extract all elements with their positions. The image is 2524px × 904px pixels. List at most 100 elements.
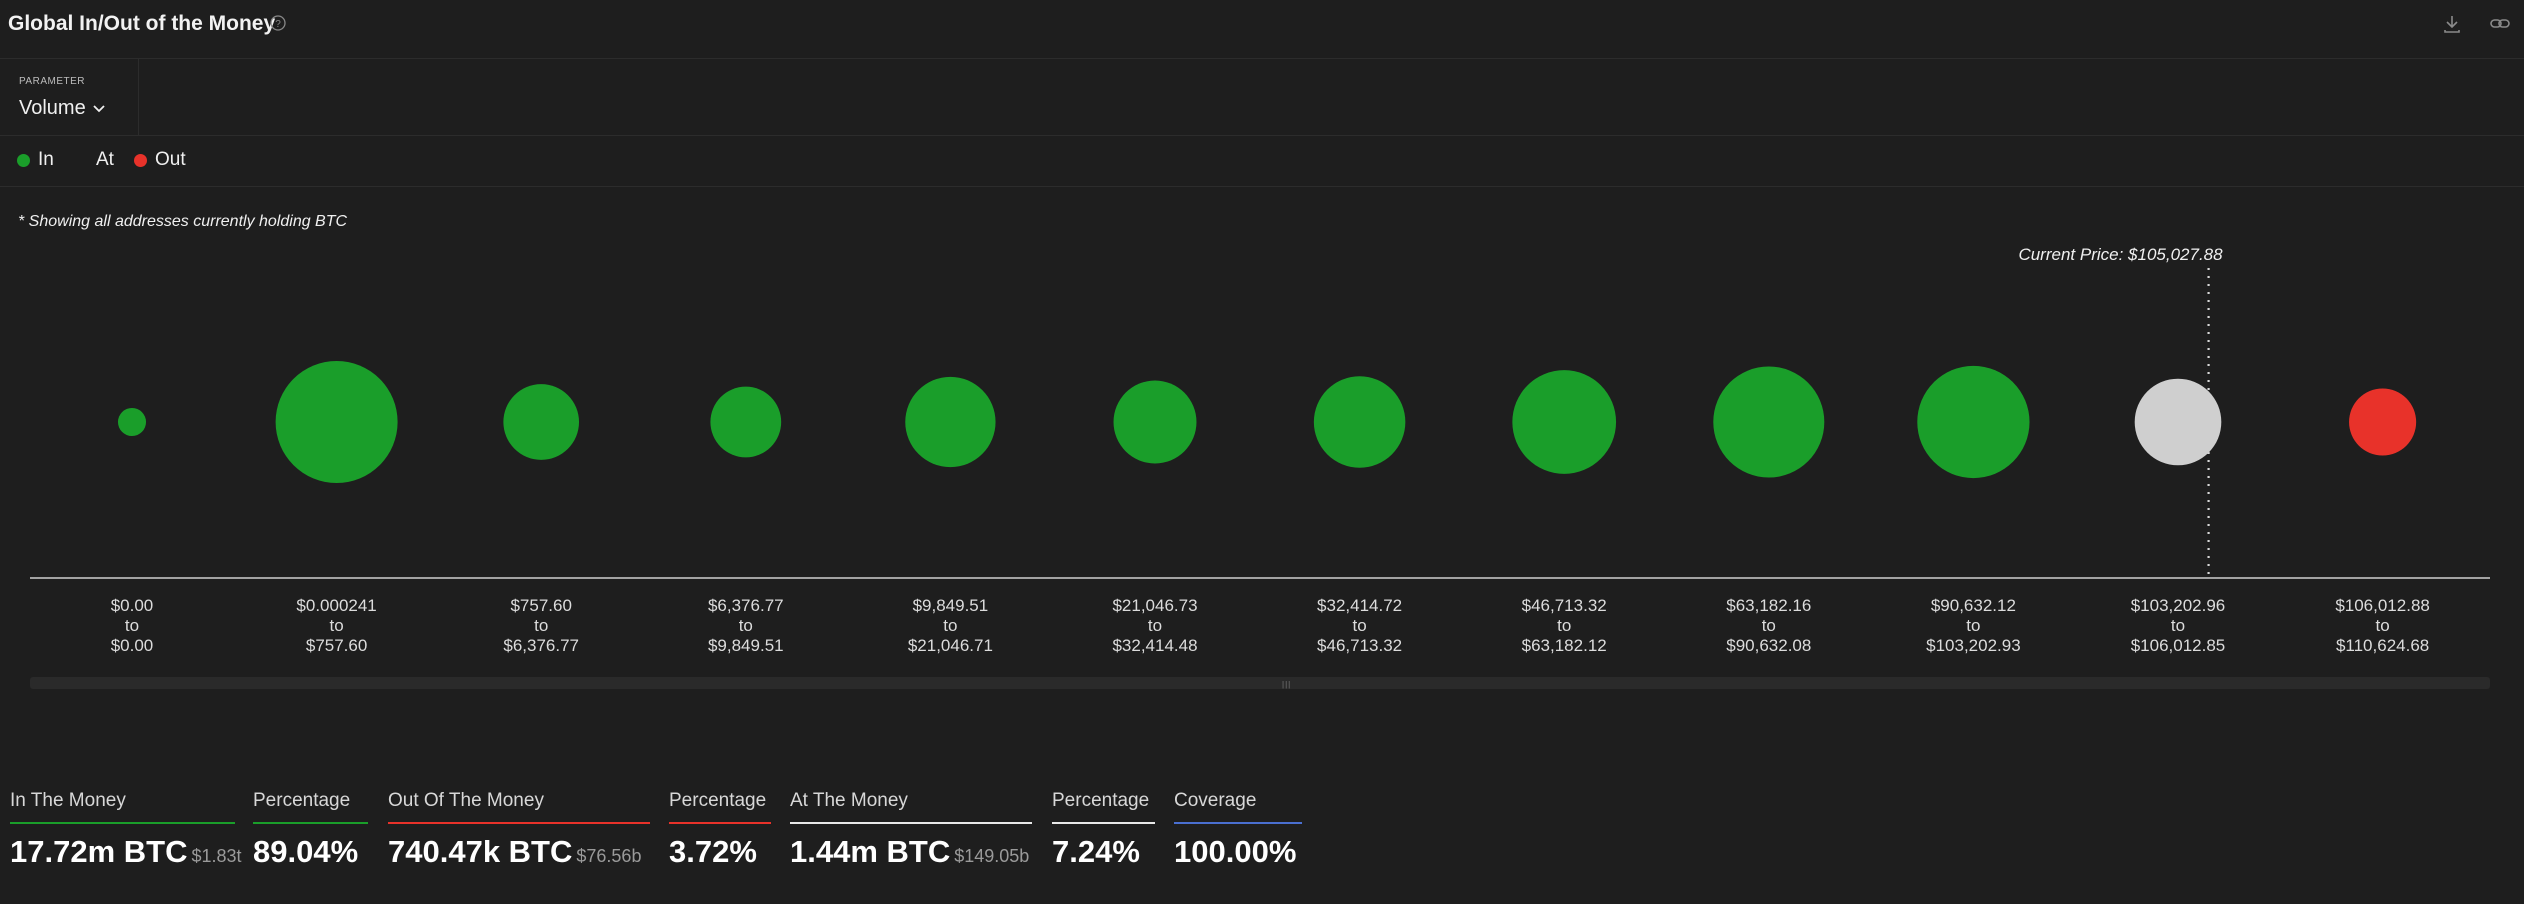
tick-label: $9,849.51 bbox=[708, 636, 784, 655]
tick-label: to bbox=[1353, 616, 1367, 635]
tick-label: to bbox=[1557, 616, 1571, 635]
legend-label-out: Out bbox=[155, 149, 186, 170]
stat-at-the-money: At The Money 1.44m BTC $149.05b bbox=[790, 790, 1032, 870]
stat-value: 740.47k BTC $76.56b bbox=[388, 834, 650, 870]
stat-value-usd: $76.56b bbox=[576, 846, 642, 866]
legend-dot-out bbox=[134, 153, 147, 167]
tick-label: $6,376.77 bbox=[708, 596, 784, 615]
tick-label: $9,849.51 bbox=[913, 596, 989, 615]
bubble-chart: Current Price: $105,027.88$0.00to$0.00$0… bbox=[30, 245, 2490, 655]
stat-value: 17.72m BTC $1.83t bbox=[10, 834, 242, 870]
help-icon[interactable]: ? bbox=[270, 15, 286, 31]
tick-label: to bbox=[125, 616, 139, 635]
stat-value-main: 740.47k BTC bbox=[388, 834, 573, 869]
stat-label: In The Money bbox=[10, 790, 235, 824]
stat-label: Coverage bbox=[1174, 790, 1302, 824]
chevron-down-icon bbox=[93, 104, 105, 112]
stat-value: 3.72% bbox=[669, 834, 757, 869]
tick-label: $46,713.32 bbox=[1522, 596, 1607, 615]
stat-label: At The Money bbox=[790, 790, 1032, 824]
tick-label: $90,632.08 bbox=[1726, 636, 1811, 655]
tick-label: $32,414.48 bbox=[1112, 636, 1197, 655]
legend-item-out[interactable]: Out bbox=[134, 149, 186, 171]
stat-value: 7.24% bbox=[1052, 834, 1140, 869]
stat-label: Percentage bbox=[253, 790, 368, 824]
legend-dot-in bbox=[17, 153, 30, 167]
chart-scrollbar[interactable]: ||| bbox=[30, 677, 2490, 689]
tick-label: to bbox=[330, 616, 344, 635]
bubble-in bbox=[275, 361, 398, 483]
tick-label: $21,046.71 bbox=[908, 636, 993, 655]
tick-label: to bbox=[739, 616, 753, 635]
tick-label: $63,182.12 bbox=[1522, 636, 1607, 655]
tick-label: to bbox=[943, 616, 957, 635]
svg-text:?: ? bbox=[275, 19, 281, 30]
stat-value-usd: $1.83t bbox=[191, 846, 242, 866]
tick-label: $6,376.77 bbox=[503, 636, 579, 655]
current-price-label: Current Price: $105,027.88 bbox=[2018, 245, 2223, 264]
parameter-row: PARAMETER Volume bbox=[0, 58, 2524, 136]
bubble-in bbox=[1313, 376, 1406, 468]
tick-label: to bbox=[2376, 616, 2390, 635]
tick-label: $110,624.68 bbox=[2336, 636, 2429, 655]
tick-label: to bbox=[2171, 616, 2185, 635]
legend-label-in: In bbox=[38, 149, 54, 170]
tick-label: $106,012.85 bbox=[2131, 636, 2226, 655]
tick-label: $103,202.93 bbox=[1926, 636, 2021, 655]
stat-label: Percentage bbox=[1052, 790, 1155, 824]
tick-label: to bbox=[1762, 616, 1776, 635]
stat-value-main: 17.72m BTC bbox=[10, 834, 188, 869]
bubble-out bbox=[2349, 388, 2417, 456]
stat-out-of-the-money: Out Of The Money 740.47k BTC $76.56b bbox=[388, 790, 650, 870]
legend-item-in[interactable]: In bbox=[17, 149, 54, 171]
tick-label: to bbox=[1966, 616, 1980, 635]
scroll-grip-icon[interactable]: ||| bbox=[1282, 680, 1292, 689]
parameter-value: Volume bbox=[19, 97, 86, 119]
tick-label: $757.60 bbox=[510, 596, 571, 615]
bubble-in bbox=[503, 384, 580, 460]
bubble-in bbox=[1113, 380, 1197, 464]
bubble-in bbox=[1512, 370, 1617, 474]
stat-value: 1.44m BTC $149.05b bbox=[790, 834, 1032, 870]
legend-label-at: At bbox=[96, 149, 114, 170]
bubble-in bbox=[1917, 365, 2030, 479]
stat-out-percentage: Percentage 3.72% bbox=[669, 790, 771, 870]
legend-item-at[interactable]: At bbox=[75, 149, 114, 171]
tick-label: $106,012.88 bbox=[2335, 596, 2430, 615]
tick-label: to bbox=[534, 616, 548, 635]
stat-at-percentage: Percentage 7.24% bbox=[1052, 790, 1155, 870]
tick-label: $103,202.96 bbox=[2131, 596, 2226, 615]
download-icon[interactable] bbox=[2441, 13, 2463, 35]
tick-label: $0.000241 bbox=[296, 596, 376, 615]
tick-label: $63,182.16 bbox=[1726, 596, 1811, 615]
stat-label: Percentage bbox=[669, 790, 771, 824]
bubble-in bbox=[117, 407, 147, 437]
parameter-dropdown[interactable]: Volume bbox=[19, 97, 106, 120]
page-title: Global In/Out of the Money bbox=[8, 12, 276, 35]
stat-value-main: 1.44m BTC bbox=[790, 834, 951, 869]
bubble-at bbox=[2134, 378, 2222, 466]
stat-value: 100.00% bbox=[1174, 834, 1297, 869]
parameter-box: PARAMETER Volume bbox=[0, 58, 139, 135]
tick-label: $0.00 bbox=[111, 596, 154, 615]
bubble-in bbox=[1713, 366, 1825, 478]
tick-label: $90,632.12 bbox=[1931, 596, 2016, 615]
tick-label: $46,713.32 bbox=[1317, 636, 1402, 655]
tick-label: $0.00 bbox=[111, 636, 154, 655]
stat-coverage: Coverage 100.00% bbox=[1174, 790, 1302, 870]
stat-value: 89.04% bbox=[253, 834, 359, 869]
tick-label: $21,046.73 bbox=[1112, 596, 1197, 615]
widget-header: Global In/Out of the Money ? bbox=[0, 0, 2524, 59]
tick-label: to bbox=[1148, 616, 1162, 635]
stat-in-the-money: In The Money 17.72m BTC $1.83t bbox=[10, 790, 242, 870]
chart-note: * Showing all addresses currently holdin… bbox=[18, 213, 348, 230]
parameter-label: PARAMETER bbox=[19, 76, 85, 87]
tick-label: $757.60 bbox=[306, 636, 367, 655]
link-icon[interactable] bbox=[2489, 13, 2511, 35]
bubble-in bbox=[710, 386, 782, 458]
tick-label: $32,414.72 bbox=[1317, 596, 1402, 615]
stat-label: Out Of The Money bbox=[388, 790, 650, 824]
stat-in-percentage: Percentage 89.04% bbox=[253, 790, 368, 870]
stat-value-usd: $149.05b bbox=[954, 846, 1030, 866]
bubble-in bbox=[905, 376, 996, 468]
